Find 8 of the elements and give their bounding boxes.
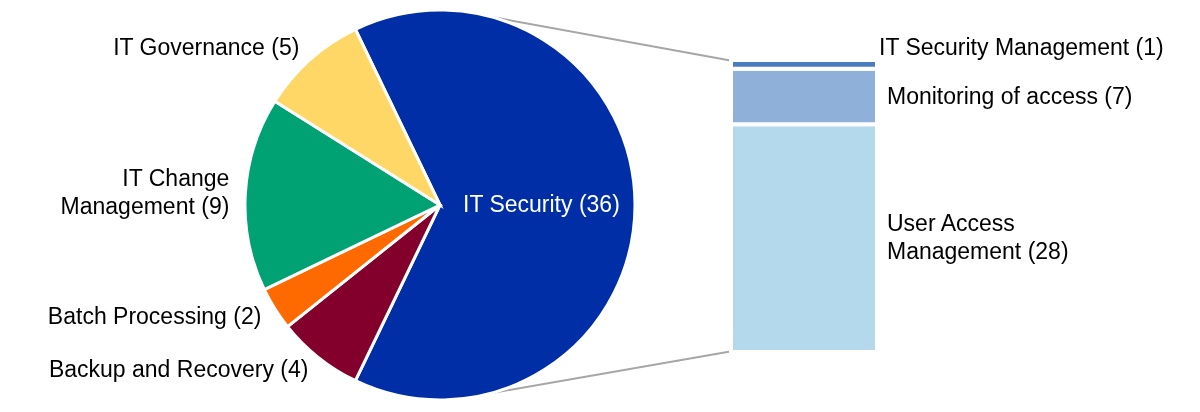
series-label: User Access Management (28) bbox=[887, 210, 1069, 265]
slice-label: Backup and Recovery (4) bbox=[48, 355, 309, 382]
slice-label: IT Security (36) bbox=[463, 191, 620, 217]
slice-label: IT Change Management (9) bbox=[60, 165, 230, 220]
slice-label: Batch Processing (2) bbox=[47, 303, 262, 330]
series-label: IT Security Management (1) bbox=[879, 34, 1164, 60]
series-label: Monitoring of access (7) bbox=[887, 82, 1133, 109]
slice-label: IT Governance (5) bbox=[113, 33, 300, 60]
